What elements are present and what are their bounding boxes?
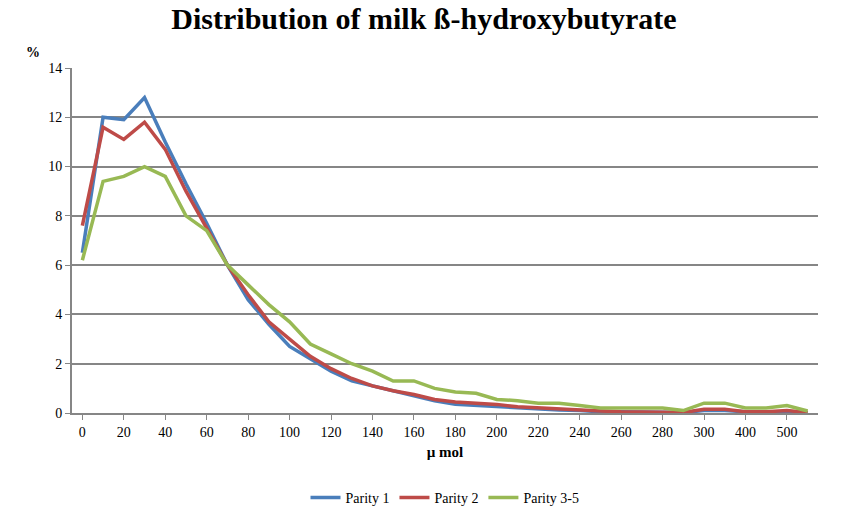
svg-text:4: 4 xyxy=(55,307,62,322)
svg-text:8: 8 xyxy=(55,209,62,224)
svg-text:140: 140 xyxy=(362,425,383,440)
svg-text:Parity 1: Parity 1 xyxy=(346,491,390,506)
svg-text:500: 500 xyxy=(776,425,797,440)
svg-text:220: 220 xyxy=(528,425,549,440)
svg-text:6: 6 xyxy=(55,258,62,273)
svg-text:200: 200 xyxy=(486,425,507,440)
svg-text:240: 240 xyxy=(569,425,590,440)
svg-text:Distribution of milk ß-hydroxy: Distribution of milk ß-hydroxybutyrate xyxy=(171,2,676,35)
svg-text:14: 14 xyxy=(48,61,62,76)
svg-text:%: % xyxy=(26,45,40,60)
svg-text:400: 400 xyxy=(735,425,756,440)
svg-text:12: 12 xyxy=(48,110,62,125)
svg-text:Parity 2: Parity 2 xyxy=(434,491,478,506)
svg-text:100: 100 xyxy=(279,425,300,440)
svg-text:0: 0 xyxy=(79,425,86,440)
svg-text:2: 2 xyxy=(55,357,62,372)
svg-text:0: 0 xyxy=(55,406,62,421)
svg-text:80: 80 xyxy=(241,425,255,440)
svg-text:280: 280 xyxy=(652,425,673,440)
svg-text:10: 10 xyxy=(48,159,62,174)
svg-text:20: 20 xyxy=(117,425,131,440)
svg-text:120: 120 xyxy=(321,425,342,440)
svg-text:180: 180 xyxy=(445,425,466,440)
svg-text:160: 160 xyxy=(403,425,424,440)
svg-text:60: 60 xyxy=(200,425,214,440)
svg-text:260: 260 xyxy=(611,425,632,440)
svg-text:µ mol: µ mol xyxy=(427,444,464,460)
svg-text:300: 300 xyxy=(694,425,715,440)
svg-text:Parity 3-5: Parity 3-5 xyxy=(523,491,579,506)
svg-text:40: 40 xyxy=(158,425,172,440)
